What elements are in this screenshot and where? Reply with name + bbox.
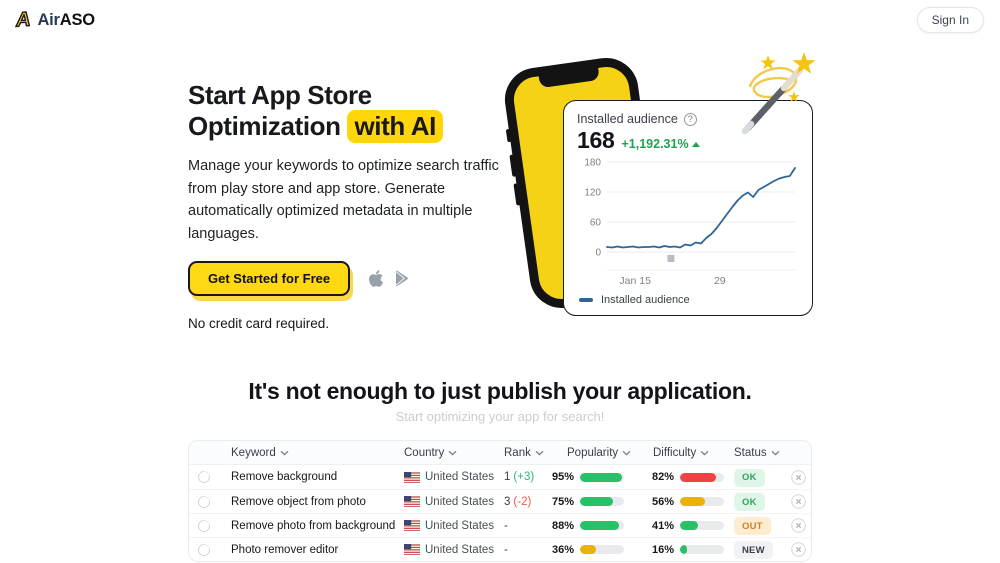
installed-audience-card: Installed audience ? 168 +1,192.31% 0 60 1… <box>563 100 813 316</box>
top-navbar: A AirASO Sign In <box>0 0 1000 40</box>
brand-name: AirASO <box>37 10 95 29</box>
popularity-cell: 88% <box>544 520 644 532</box>
difficulty-cell: 56% <box>644 496 732 508</box>
difficulty-cell: 41% <box>644 520 732 532</box>
column-header-status[interactable]: Status <box>732 447 785 459</box>
section-title: It's not enough to just publish your app… <box>248 378 752 404</box>
table-row[interactable]: Remove object from photo United States 3 (-… <box>189 489 811 513</box>
remove-keyword-icon[interactable] <box>790 469 806 485</box>
popularity-cell: 75% <box>544 496 644 508</box>
table-header-row: Keyword Country Rank Popularity Difficulty St… <box>189 441 811 465</box>
chevron-down-icon <box>535 450 544 455</box>
chevron-down-icon <box>700 450 709 455</box>
audience-line-chart: 0 60 120 180 Jan 15 29 <box>584 158 796 287</box>
keyword-cell: Photo remover editor <box>231 543 339 556</box>
keyword-table: Keyword Country Rank Popularity Difficulty St… <box>188 440 812 562</box>
remove-keyword-icon[interactable] <box>790 518 806 533</box>
us-flag-icon <box>404 496 420 507</box>
star-icon <box>792 52 816 74</box>
help-icon[interactable]: ? <box>683 112 697 126</box>
hero-description: Manage your keywords to optimize search … <box>188 158 499 242</box>
hero-title: Start App Store Optimization with AI <box>188 80 523 144</box>
rank-cell: 1 (+3) <box>504 471 535 483</box>
popularity-cell: 36% <box>544 544 644 556</box>
hero-illustration: Installed audience ? 168 +1,192.31% 0 60 1… <box>500 52 835 332</box>
section-subtitle: Start optimizing your app for search! <box>395 409 605 424</box>
svg-text:0: 0 <box>595 248 601 259</box>
phone-notch <box>538 65 600 89</box>
star-icon <box>760 55 776 70</box>
svg-text:Jan 15: Jan 15 <box>619 275 651 287</box>
column-header-popularity[interactable]: Popularity <box>544 447 644 459</box>
magic-wand-illustration <box>741 52 816 135</box>
loading-spinner-icon <box>195 468 213 486</box>
rank-cell: 3 (-2) <box>504 495 532 508</box>
rank-cell: - <box>504 519 508 532</box>
chart-legend: Installed audience <box>577 294 799 306</box>
remove-keyword-icon[interactable] <box>790 542 806 557</box>
google-play-icon <box>395 270 409 287</box>
us-flag-icon <box>404 544 420 555</box>
loading-spinner-icon <box>195 517 213 534</box>
popularity-cell: 95% <box>544 471 644 483</box>
column-header-difficulty[interactable]: Difficulty <box>644 447 732 459</box>
difficulty-cell: 82% <box>644 471 732 483</box>
brand-logo[interactable]: A AirASO <box>15 7 96 31</box>
sign-in-button[interactable]: Sign In <box>916 7 984 33</box>
status-badge: NEW <box>734 541 773 560</box>
country-cell: United States <box>404 471 499 483</box>
chevron-down-icon <box>448 450 457 455</box>
remove-keyword-icon[interactable] <box>790 494 806 509</box>
brand-logo-icon: A <box>15 7 32 31</box>
table-row[interactable]: Photo remover editor United States - 36% 16%… <box>189 537 811 561</box>
column-header-rank[interactable]: Rank <box>499 447 544 459</box>
loading-spinner-icon <box>195 493 213 510</box>
card-title: Installed audience <box>577 112 678 126</box>
loading-spinner-icon <box>195 541 213 558</box>
store-icons <box>368 269 410 288</box>
table-body: Remove background United States 1 (+3) 95% 82… <box>189 465 811 561</box>
status-badge: OUT <box>734 517 771 536</box>
legend-swatch <box>579 298 593 302</box>
keyword-cell: Remove photo from background <box>231 519 396 532</box>
svg-text:60: 60 <box>590 218 602 229</box>
country-cell: United States <box>404 496 499 508</box>
svg-text:180: 180 <box>584 158 601 169</box>
chevron-down-icon <box>280 450 289 455</box>
table-row[interactable]: Remove background United States 1 (+3) 95% 82… <box>189 465 811 489</box>
apple-logo-icon <box>369 270 384 288</box>
status-badge: OK <box>734 468 765 487</box>
status-badge: OK <box>734 493 765 512</box>
country-cell: United States <box>404 520 499 532</box>
table-row[interactable]: Remove photo from background United State… <box>189 513 811 537</box>
rank-cell: - <box>504 543 508 556</box>
svg-text:120: 120 <box>584 188 601 199</box>
us-flag-icon <box>404 471 420 483</box>
audience-change: +1,192.31% <box>621 137 700 151</box>
get-started-button[interactable]: Get Started for Free <box>188 261 351 297</box>
chevron-down-icon <box>622 450 631 455</box>
us-flag-icon <box>404 520 420 531</box>
difficulty-cell: 16% <box>644 544 732 556</box>
keyword-cell: Remove background <box>231 471 338 483</box>
country-cell: United States <box>404 544 499 556</box>
svg-text:29: 29 <box>714 275 726 287</box>
star-icon <box>788 91 800 102</box>
chevron-down-icon <box>771 450 780 455</box>
hero-title-highlight: with AI <box>347 110 443 144</box>
audience-chart: 0 60 120 180 Jan 15 29 <box>577 154 799 293</box>
column-header-country[interactable]: Country <box>404 447 499 459</box>
no-credit-note: No credit card required. <box>188 316 330 332</box>
column-header-keyword[interactable]: Keyword <box>231 447 404 459</box>
hero-section: Start App Store Optimization with AI Man… <box>188 80 523 331</box>
audience-value: 168 <box>577 127 615 153</box>
keyword-cell: Remove object from photo <box>231 495 366 508</box>
trend-up-icon <box>691 141 700 147</box>
